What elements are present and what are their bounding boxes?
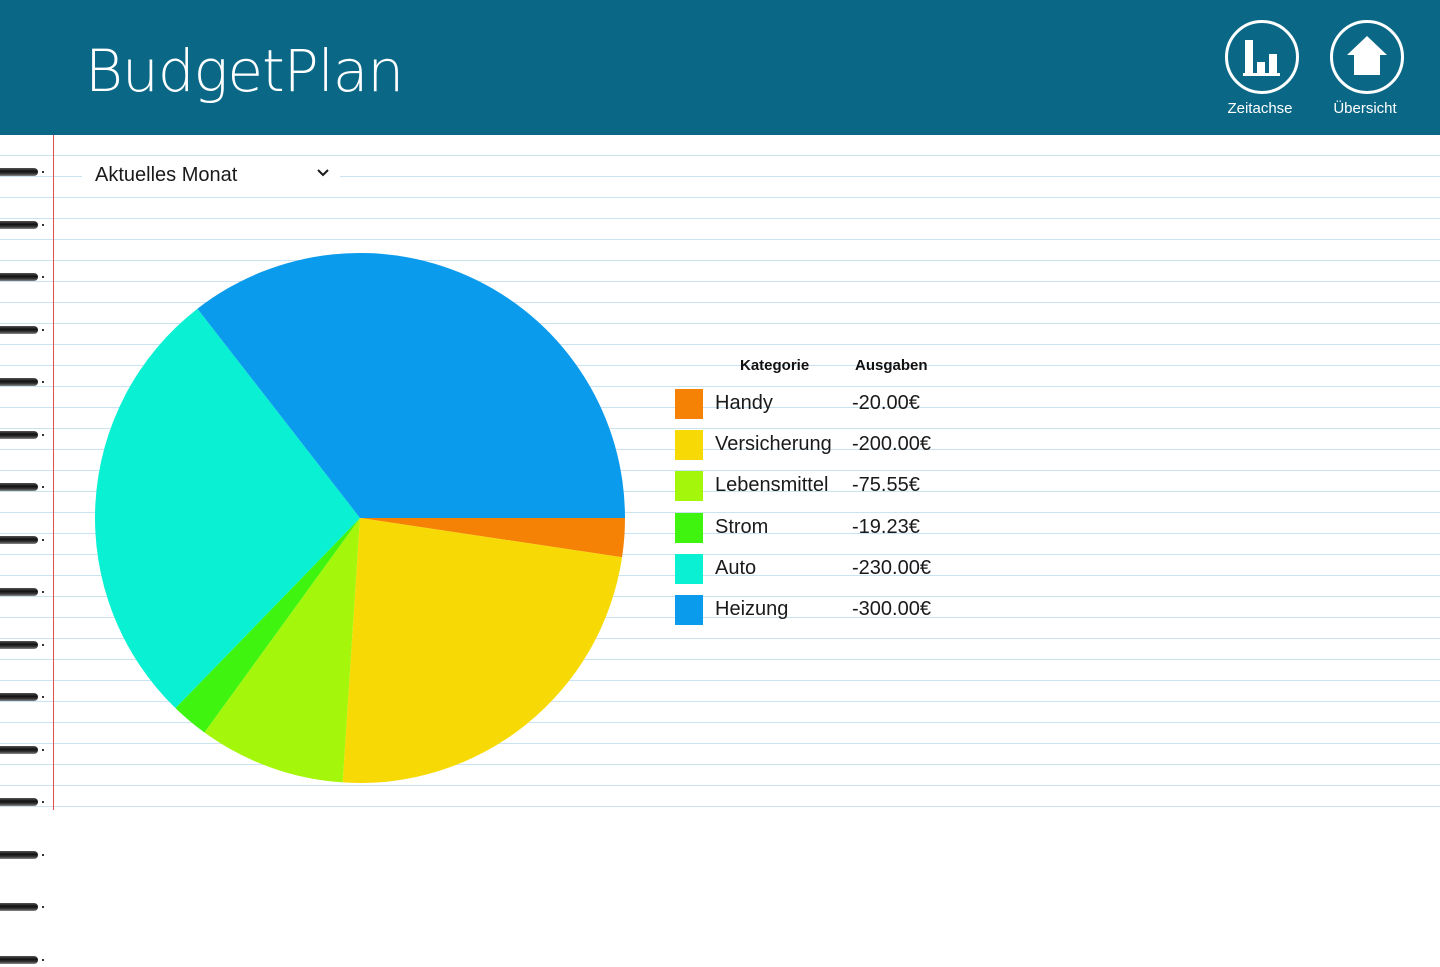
binding-ring — [0, 848, 46, 862]
pie-slice-strom — [175, 518, 360, 733]
binding-ring — [0, 690, 46, 704]
period-dropdown[interactable]: Aktuelles Monat — [82, 159, 340, 191]
pie-slice-heizung — [197, 253, 625, 518]
home-icon — [1330, 20, 1404, 94]
binding-ring — [0, 585, 46, 599]
legend-amount: -200.00€ — [852, 433, 931, 455]
legend-category: Handy — [715, 392, 773, 414]
pie-slice-versicherung — [342, 518, 623, 783]
legend-header-amount: Ausgaben — [855, 357, 928, 374]
binding-ring — [0, 270, 46, 284]
binding-ring — [0, 323, 46, 337]
legend-category: Strom — [715, 516, 769, 538]
binding-ring — [0, 953, 46, 967]
legend-amount: -20.00€ — [852, 392, 920, 414]
binding-ring — [0, 533, 46, 547]
legend-row: Auto -230.00€ — [675, 553, 965, 585]
legend-swatch — [675, 389, 703, 419]
pie-slice-lebensmittel — [204, 518, 360, 783]
legend-category: Auto — [715, 557, 757, 579]
legend-category: Heizung — [715, 598, 789, 620]
binding-ring — [0, 638, 46, 652]
legend-amount: -75.55€ — [852, 474, 920, 496]
legend-swatch — [675, 430, 703, 460]
legend-amount: -230.00€ — [852, 557, 931, 579]
bar-chart-icon — [1225, 20, 1299, 94]
legend-row: Versicherung -200.00€ — [675, 429, 965, 461]
legend-swatch — [675, 595, 703, 625]
legend-row: Heizung -300.00€ — [675, 594, 965, 626]
chevron-down-icon — [317, 169, 329, 177]
binding-ring — [0, 375, 46, 389]
app-header: BudgetPlan Zeitachse Übersicht — [0, 0, 1440, 135]
legend-category: Versicherung — [715, 433, 832, 455]
app-title: BudgetPlan — [85, 37, 404, 105]
binding-ring — [0, 165, 46, 179]
binding-ring — [0, 428, 46, 442]
expense-pie-chart — [94, 253, 625, 783]
overview-button[interactable]: Übersicht — [1321, 20, 1411, 124]
timeline-button[interactable]: Zeitachse — [1216, 20, 1306, 124]
legend-row: Strom -19.23€ — [675, 512, 965, 544]
legend-swatch — [675, 554, 703, 584]
overview-label: Übersicht — [1333, 100, 1397, 117]
legend-header-category: Kategorie — [740, 357, 810, 374]
legend-swatch — [675, 513, 703, 543]
binding-ring — [0, 900, 46, 914]
period-dropdown-value: Aktuelles Monat — [95, 164, 238, 186]
legend-row: Lebensmittel -75.55€ — [675, 470, 965, 502]
binding-ring — [0, 795, 46, 809]
pie-slice-auto — [94, 308, 361, 709]
timeline-label: Zeitachse — [1227, 100, 1293, 117]
margin-line — [53, 135, 54, 810]
legend-amount: -19.23€ — [852, 516, 920, 538]
binding-ring — [0, 743, 46, 757]
legend-amount: -300.00€ — [852, 598, 931, 620]
pie-slice-handy — [360, 518, 625, 558]
binding-ring — [0, 480, 46, 494]
binding-ring — [0, 218, 46, 232]
legend-category: Lebensmittel — [715, 474, 829, 496]
legend-row: Handy -20.00€ — [675, 388, 965, 420]
legend-swatch — [675, 471, 703, 501]
